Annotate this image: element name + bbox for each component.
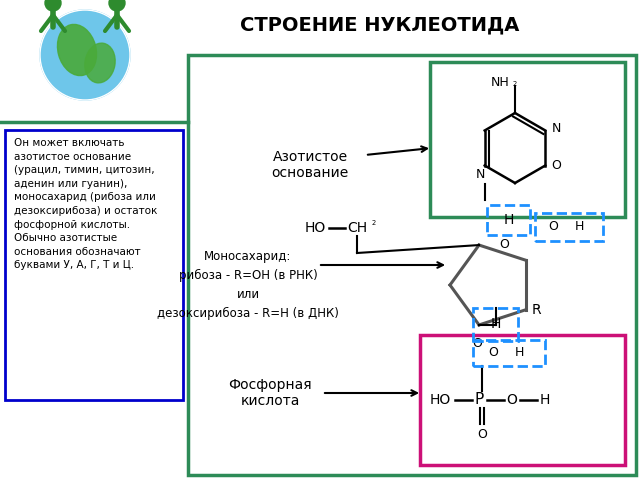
Text: H: H <box>490 317 500 332</box>
Text: NH: NH <box>492 75 510 88</box>
Text: H: H <box>515 347 524 360</box>
Text: HO: HO <box>305 221 326 235</box>
Text: Он может включать
азотистое основание
(урацил, тимин, цитозин,
аденин или гуанин: Он может включать азотистое основание (у… <box>14 138 157 270</box>
Text: $_2$: $_2$ <box>371 218 377 228</box>
Bar <box>420 335 625 465</box>
Text: H: H <box>540 393 550 407</box>
Text: O: O <box>477 428 487 441</box>
Text: O: O <box>500 238 509 251</box>
Ellipse shape <box>58 24 97 75</box>
Text: HO: HO <box>430 393 451 407</box>
Text: Моносахарид:
рибоза - R=OH (в РНК)
или
дезоксирибоза - R=H (в ДНК): Моносахарид: рибоза - R=OH (в РНК) или д… <box>157 250 339 320</box>
Bar <box>430 62 625 217</box>
Bar <box>487 205 530 235</box>
Text: N: N <box>476 168 485 180</box>
Text: O: O <box>548 220 558 233</box>
Text: H: H <box>503 213 514 227</box>
Text: H: H <box>574 220 584 233</box>
Text: O: O <box>488 347 498 360</box>
Text: O: O <box>472 337 482 350</box>
Bar <box>535 213 603 241</box>
Bar <box>473 340 545 366</box>
Text: R: R <box>532 303 541 317</box>
Bar <box>0 0 185 480</box>
Circle shape <box>45 0 61 11</box>
Text: $_2$: $_2$ <box>512 79 518 89</box>
Text: O: O <box>551 159 561 172</box>
Text: N: N <box>551 122 561 135</box>
Text: O: O <box>506 393 517 407</box>
Text: P: P <box>474 393 483 408</box>
Bar <box>188 55 636 475</box>
Text: CH: CH <box>347 221 367 235</box>
Ellipse shape <box>40 10 130 100</box>
Circle shape <box>109 0 125 11</box>
Ellipse shape <box>85 43 115 83</box>
Bar <box>5 130 183 400</box>
Text: Фосфорная
кислота: Фосфорная кислота <box>228 378 312 408</box>
Text: СТРОЕНИЕ НУКЛЕОТИДА: СТРОЕНИЕ НУКЛЕОТИДА <box>240 15 520 35</box>
Bar <box>473 308 518 341</box>
Text: Азотистое
основание: Азотистое основание <box>271 150 349 180</box>
